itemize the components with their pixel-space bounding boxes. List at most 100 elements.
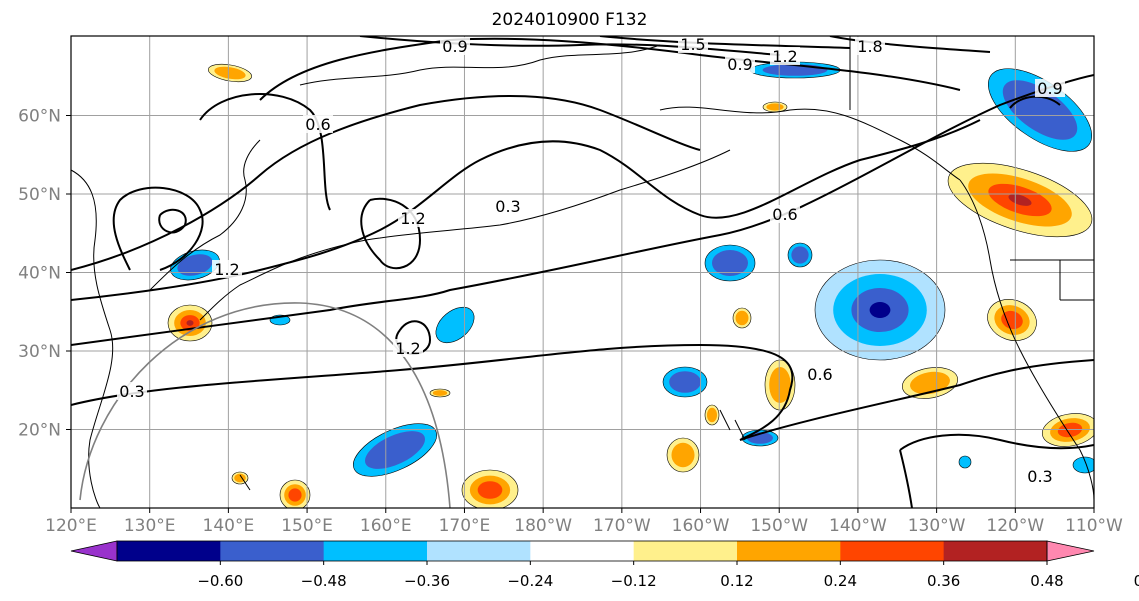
lon-tick-label: 120°W: [986, 516, 1044, 536]
colorbar-segment: [530, 541, 635, 561]
anomaly-blob: [365, 431, 425, 469]
longitude-ticks: 120°E 130°E 140°E 150°E 160°E 170°E 180°W 170°W…: [45, 508, 1123, 536]
colorbar-tick-label: 0.60: [1134, 572, 1139, 590]
colorbar-tick-label: 0.24: [824, 572, 857, 590]
lon-tick-label: 150°E: [281, 516, 333, 536]
contour-label: 0.6: [303, 115, 333, 134]
anomaly-blob: [766, 103, 784, 111]
contour-label: 0.3: [493, 197, 523, 216]
contour-label: 1.2: [212, 260, 242, 279]
map-plot-area: 0.9 1.5 1.2 0.9 1.8 0.9 1.2 0.3 0.6 0.6 1.2 0.3 0.3 1…: [71, 35, 1094, 508]
coastlines: [71, 36, 1094, 508]
colorbar-tick-label: −0.24: [507, 572, 553, 590]
lon-tick-label: 130°E: [124, 516, 176, 536]
lon-tick-label: 140°E: [203, 516, 255, 536]
svg-text:0.9: 0.9: [442, 37, 467, 56]
contour-label: 0.6: [770, 205, 800, 224]
latitude-ticks: 20°N 30°N 40°N 50°N 60°N: [18, 107, 71, 441]
contour-lines: [71, 36, 1094, 508]
colorbar-tick-label: −0.36: [404, 572, 450, 590]
contour-line: [1009, 95, 1061, 109]
lat-tick-label: 20°N: [18, 421, 61, 441]
anomaly-blob: [671, 442, 695, 468]
contour-label: 0.9: [725, 55, 755, 74]
lon-tick-label: 130°W: [908, 516, 966, 536]
contour-label: 1.5: [678, 35, 708, 54]
contour-line: [71, 74, 1094, 346]
svg-text:0.6: 0.6: [807, 365, 832, 384]
colorbar-tick-label: 0.48: [1030, 572, 1063, 590]
contour-label: 1.2: [393, 339, 423, 358]
anomaly-blob: [735, 310, 749, 326]
anomaly-blob: [1001, 310, 1023, 330]
colorbar-extend-min: [70, 540, 118, 562]
lon-tick-label: 180°W: [514, 516, 572, 536]
colorbar-outline: [116, 540, 1048, 562]
colorbar-segment: [427, 541, 531, 561]
contour-line: [599, 36, 851, 49]
anomaly-blob: [1008, 194, 1032, 206]
colorbar-segment: [840, 541, 945, 561]
svg-text:0.9: 0.9: [1037, 79, 1062, 98]
colorbar-tick-label: 0.36: [927, 572, 960, 590]
contour-labels: 0.9 1.5 1.2 0.9 1.8 0.9 1.2 0.3 0.6 0.6 1.2 0.3 0.3 1…: [117, 35, 1065, 486]
contour-line: [71, 343, 1094, 441]
anomaly-blob: [712, 250, 748, 276]
anomaly-blob: [288, 488, 302, 502]
colorbar-tick-label: 0.12: [720, 572, 753, 590]
lon-tick-label: 110°W: [1065, 516, 1123, 536]
colorbar-segment: [220, 541, 325, 561]
colorbar-extend-max: [1046, 540, 1095, 562]
anomaly-blob: [177, 254, 213, 276]
colorbar-segment: [633, 541, 738, 561]
anomaly-blob: [791, 246, 809, 264]
map-title: 2024010900 F132: [491, 10, 648, 30]
contour-line: [112, 186, 204, 271]
svg-text:1.2: 1.2: [395, 339, 420, 358]
contour-label: 1.2: [398, 209, 428, 228]
lon-tick-label: 140°W: [829, 516, 887, 536]
svg-text:1.8: 1.8: [857, 37, 882, 56]
contour-line: [199, 93, 331, 211]
colorbar-segment: [323, 541, 428, 561]
lat-tick-label: 60°N: [18, 107, 61, 127]
colorbar: −0.60 −0.48 −0.36 −0.24 −0.12 0.12 0.24 0.36 0.4…: [70, 540, 1139, 590]
contour-label: 0.3: [117, 382, 147, 401]
lat-tick-label: 30°N: [18, 342, 61, 362]
range-circle: [79, 302, 451, 508]
gridlines: [71, 36, 1094, 508]
anomaly-blob: [1072, 456, 1094, 474]
anomaly-blob: [869, 302, 891, 318]
anomaly-blob: [214, 66, 246, 80]
contour-line: [899, 433, 1094, 451]
contour-line: [158, 208, 187, 234]
anomaly-blob: [477, 481, 503, 499]
lon-tick-label: 160°E: [360, 516, 412, 536]
anomaly-blob: [669, 371, 701, 393]
contour-line: [360, 197, 422, 270]
colorbar-segment: [117, 541, 221, 561]
contour-line: [359, 36, 781, 56]
contour-line: [899, 449, 913, 508]
contour-label: 1.8: [855, 37, 885, 56]
lon-tick-label: 170°E: [439, 516, 491, 536]
anomaly-blob: [435, 306, 475, 344]
lat-tick-label: 40°N: [18, 264, 61, 284]
lon-tick-label: 150°W: [750, 516, 808, 536]
anomaly-blob: [186, 320, 194, 326]
svg-text:0.3: 0.3: [1027, 467, 1052, 486]
lat-tick-label: 50°N: [18, 185, 61, 205]
svg-text:0.3: 0.3: [495, 197, 520, 216]
colorbar-tick-label: −0.60: [197, 572, 243, 590]
contour-label: 0.9: [440, 37, 470, 56]
contour-label: 0.3: [1025, 467, 1055, 486]
colorbar-tick-label: −0.48: [301, 572, 347, 590]
anomaly-blob: [1002, 80, 1078, 140]
svg-text:0.3: 0.3: [119, 382, 144, 401]
contour-line: [259, 37, 961, 101]
lon-tick-label: 160°W: [672, 516, 730, 536]
svg-text:1.5: 1.5: [680, 35, 705, 54]
anomaly-blob: [432, 390, 448, 396]
contour-label: 0.9: [1035, 79, 1065, 98]
